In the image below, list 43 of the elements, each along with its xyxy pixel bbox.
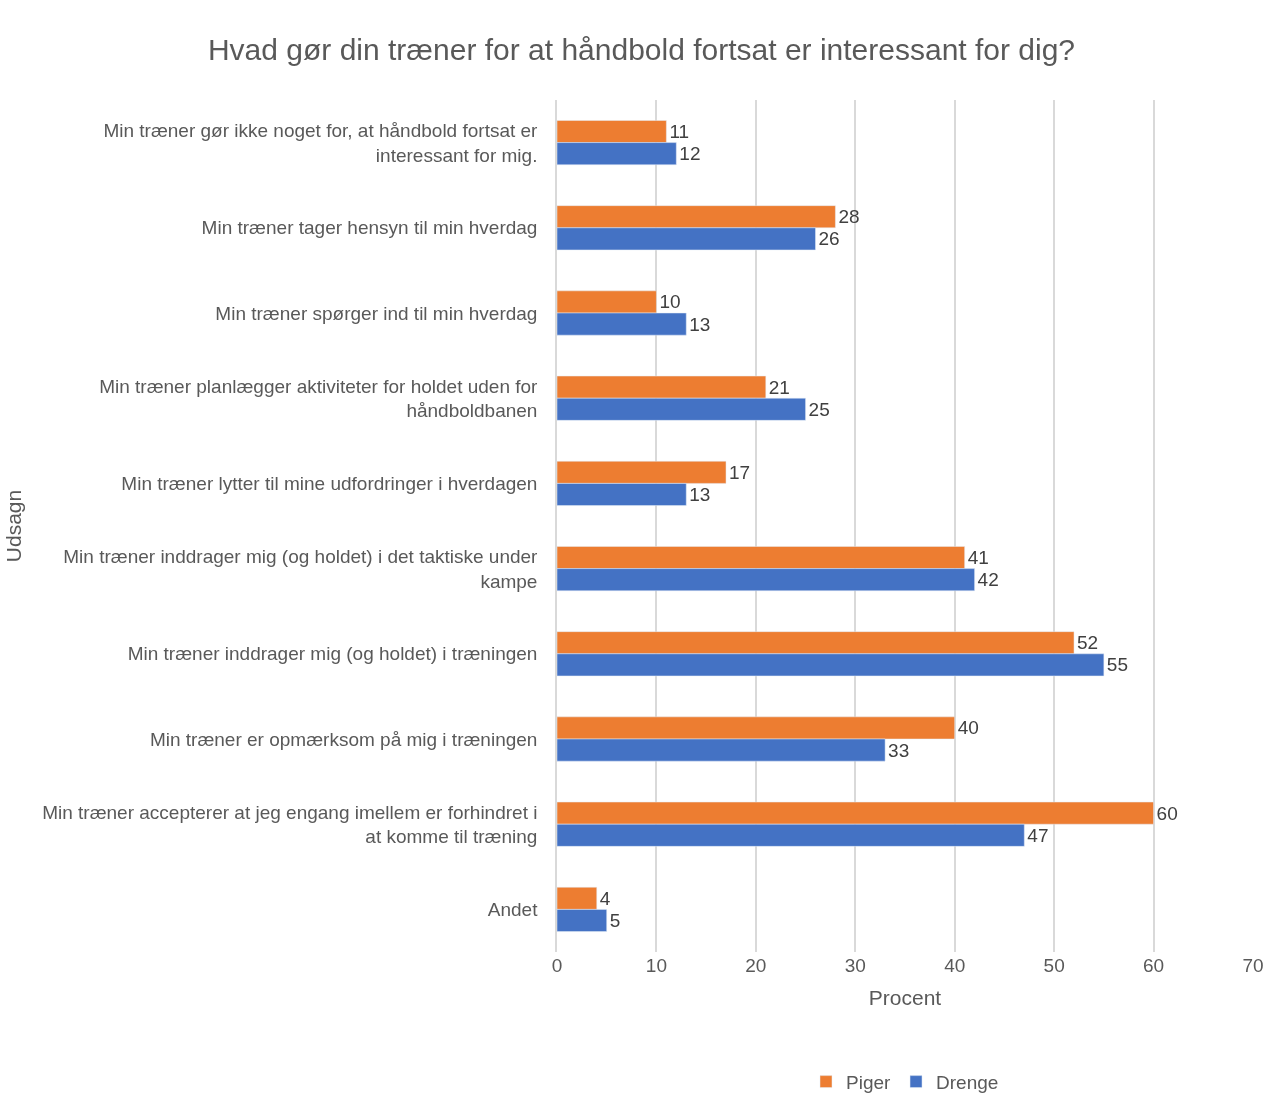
data-label: 4 [599,887,611,909]
x-tick-label: 0 [551,955,563,976]
data-label: 10 [659,291,681,313]
data-label: 11 [669,121,690,143]
data-label: 60 [1156,802,1178,824]
data-label: 52 [1077,632,1099,654]
y-tick-label: Min træner inddrager mig (og holdet) i det taktiske under kampe [63,545,539,592]
legend-label: Piger [846,1072,892,1094]
data-label: 5 [609,909,621,931]
x-tick-label: 60 [1143,955,1165,976]
data-label: 55 [1106,654,1128,676]
data-label: 47 [1027,824,1049,846]
y-tick-label: Min træner er opmærksom på mig i træningen [149,728,538,750]
data-label: 21 [768,376,790,398]
x-tick-label: 20 [745,955,767,976]
y-tick-label: Min træner tager hensyn til min hverdag [201,217,538,239]
data-label: 33 [888,739,910,761]
data-label: 13 [689,483,711,505]
data-label: 13 [689,313,711,335]
x-axis-title: Procent [868,986,942,1010]
data-label: 25 [808,398,830,420]
y-tick-label: Min træner lytter til mine udfordringer i hverdagen [121,473,538,495]
data-label: 41 [967,547,989,569]
y-axis-title: Udsagn [1,489,25,563]
y-tick-label: Min træner gør ikke noget for, at håndbold fortsat er interessant for mig. [103,119,539,166]
data-label: 17 [729,461,751,483]
y-tick-label: Min træner planlægger aktiviteter for holdet uden for håndboldbanen [99,375,539,422]
data-label: 40 [957,717,979,739]
y-tick-label: Min træner inddrager mig (og holdet) i træningen [127,643,538,665]
data-label: 12 [679,143,701,165]
data-label: 26 [818,228,840,250]
y-tick-label: Min træner accepterer at jeg engang imellem er forhindret i at komme til træning [42,801,538,848]
y-tick-label: Andet [487,899,539,921]
x-tick-label: 40 [944,955,966,976]
x-tick-label: 10 [645,955,667,976]
data-label: 28 [838,206,860,228]
legend-label: Drenge [936,1072,999,1094]
y-tick-label: Min træner spørger ind til min hverdag [215,302,538,324]
x-tick-label: 30 [844,955,866,976]
x-tick-label: 70 [1242,955,1264,976]
chart-title: Hvad gør din træner for at håndbold fortsat er interessant for dig? [207,32,1076,66]
x-tick-label: 50 [1043,955,1065,976]
data-label: 42 [977,569,999,591]
